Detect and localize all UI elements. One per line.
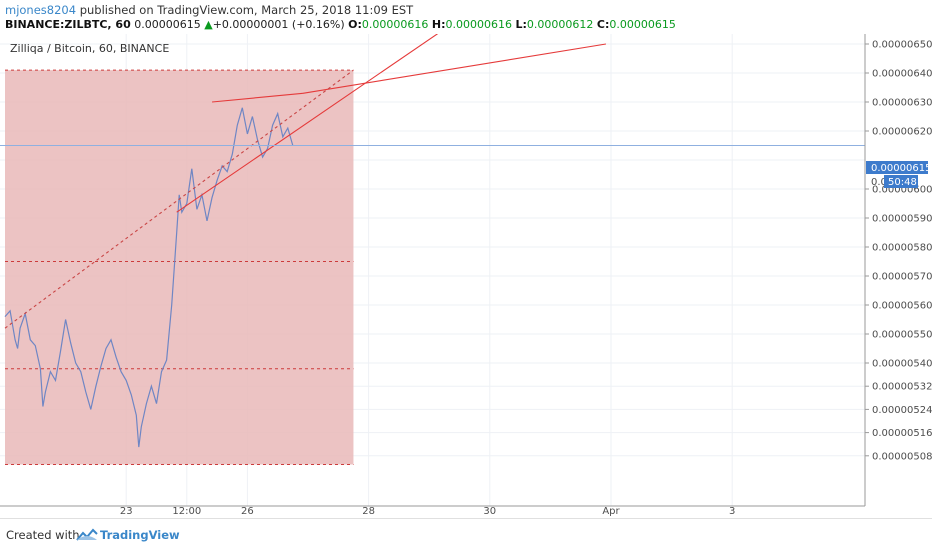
- author-link[interactable]: mjones8204: [5, 3, 77, 17]
- tradingview-logo-icon[interactable]: [76, 528, 98, 542]
- ohlc-readout: BINANCE:ZILBTC, 60 0.00000615 ▲+0.000000…: [5, 18, 676, 31]
- chart-legend: Zilliqa / Bitcoin, 60, BINANCE: [10, 42, 169, 55]
- high-label: H:: [431, 18, 446, 31]
- footer: Created with TradingView: [0, 518, 932, 551]
- y-axis[interactable]: 0.00000508 0.00000516 0.00000524 0.00000532…: [865, 34, 932, 462]
- chart-header: mjones8204 published on TradingView.com,…: [0, 0, 932, 34]
- low-value: 0.00000612: [526, 18, 594, 31]
- x-axis[interactable]: 23 12:00 26 28 30 Apr 3: [120, 506, 736, 517]
- y-tick-label: 0.00000540: [872, 359, 932, 370]
- y-tick-label: 0.00000620: [872, 127, 932, 138]
- series-layer: [4, 107, 294, 448]
- y-tick-label: 0.00000630: [872, 98, 932, 109]
- close-label: C:: [596, 18, 610, 31]
- countdown: 50:48: [888, 177, 917, 188]
- price-tag-bg: [866, 161, 928, 174]
- tradingview-brand[interactable]: TradingView: [100, 528, 180, 542]
- y-tick-label: 0.00000570: [872, 272, 932, 283]
- y-tick-label: 0.00000640: [872, 69, 932, 80]
- price-chart[interactable]: Zilliqa / Bitcoin, 60, BINANCE 0.0000050…: [0, 34, 932, 518]
- x-tick-label: 3: [729, 506, 735, 517]
- zone-rect: [5, 70, 354, 465]
- publish-info: mjones8204 published on TradingView.com,…: [5, 3, 413, 17]
- x-tick-label: 30: [483, 506, 496, 517]
- price-change: +0.00000001 (+0.16%): [212, 18, 345, 31]
- open-value: 0.00000616: [361, 18, 429, 31]
- last-price: 0.00000615: [134, 18, 201, 31]
- price-tag: 0.00000615: [871, 163, 931, 174]
- price-series-line[interactable]: [4, 107, 294, 448]
- y-tick-label: 0.00000580: [872, 243, 932, 254]
- created-with-label: Created with: [6, 528, 80, 542]
- countdown-prefix: 0.0: [871, 177, 887, 188]
- symbol-label: BINANCE:ZILBTC, 60: [5, 18, 131, 31]
- y-tick-label: 0.00000590: [872, 214, 932, 225]
- x-tick-label: 26: [241, 506, 254, 517]
- open-label: O:: [348, 18, 362, 31]
- y-tick-label: 0.00000560: [872, 301, 932, 312]
- x-tick-label: 12:00: [172, 506, 201, 517]
- countdown-bg: [884, 175, 918, 188]
- trendline[interactable]: [176, 34, 520, 213]
- low-label: L:: [515, 18, 527, 31]
- y-tick-label: 0.00000550: [872, 330, 932, 341]
- horizontal-levels: [5, 69, 354, 465]
- trendline[interactable]: [4, 69, 354, 329]
- published-text: published on TradingView.com, March 25, …: [76, 3, 414, 17]
- trendlines: [4, 34, 607, 329]
- y-tick-label: 0.00000508: [872, 451, 932, 462]
- change-arrow-icon: ▲: [204, 18, 213, 31]
- y-tick-label: 0.00000532: [872, 382, 932, 393]
- high-value: 0.00000616: [445, 18, 512, 31]
- trendline[interactable]: [302, 43, 607, 94]
- price-tags: 0.00000615 0.0 50:48: [866, 161, 931, 188]
- y-tick-label: 0.00000516: [872, 428, 932, 439]
- x-tick-label: 23: [120, 506, 133, 517]
- trendline[interactable]: [211, 92, 304, 103]
- close-value: 0.00000615: [609, 18, 676, 31]
- y-tick-label: 0.00000600: [872, 185, 932, 196]
- y-tick-label: 0.00000524: [872, 405, 932, 416]
- x-tick-label: 28: [362, 506, 375, 517]
- x-tick-label: Apr: [602, 506, 620, 517]
- y-tick-label: 0.00000650: [872, 40, 932, 51]
- range-zone: [5, 70, 354, 465]
